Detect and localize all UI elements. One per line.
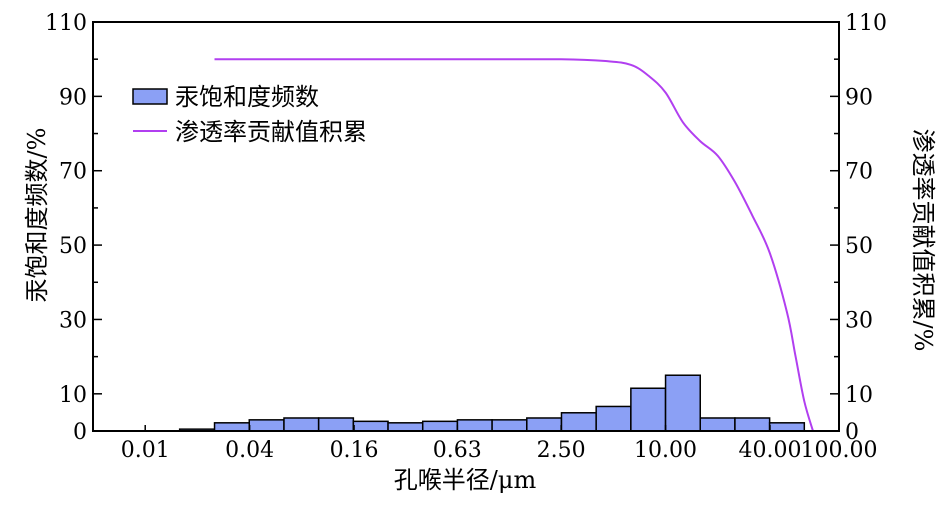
- legend-swatch-bar: [132, 88, 168, 105]
- y-tick-label: 10: [59, 383, 87, 408]
- bar-13: [595, 405, 632, 432]
- legend: 汞饱和度频数 渗透率贡献值积累: [132, 83, 367, 146]
- bar-18: [768, 422, 806, 432]
- x-tick-label: 0.63: [433, 438, 482, 463]
- y-tick-label: 90: [59, 85, 87, 110]
- y-tick-label: 50: [59, 234, 87, 259]
- bar-4: [283, 417, 320, 432]
- histogram-bars: [178, 374, 806, 432]
- bar-15: [664, 374, 701, 432]
- bar-14: [630, 387, 667, 432]
- y-tick-label: 110: [45, 11, 87, 36]
- x-tick-labels: 0.01 0.04 0.16 0.63 2.50 10.00 40.00 100.00: [121, 438, 878, 463]
- x-tick-label: 0.01: [121, 438, 170, 463]
- bar-5: [317, 417, 355, 432]
- y2-tick-label: 10: [845, 383, 873, 408]
- y-tick-label: 0: [73, 420, 87, 445]
- y-tick-label: 30: [59, 308, 87, 333]
- x-tick-label: 40.00: [738, 438, 801, 463]
- x-axis-title: 孔喉半径/μm: [394, 466, 537, 494]
- axis-ticks: [93, 21, 840, 432]
- y-tick-labels: 0 10 30 50 70 90 110: [45, 11, 87, 445]
- y2-axis-title: 渗透率贡献值积累/%: [909, 129, 937, 352]
- x-tick-label: 0.16: [330, 438, 379, 463]
- bar-3: [248, 419, 285, 432]
- y2-tick-label: 30: [845, 308, 873, 333]
- x-tick-label: 2.50: [537, 438, 586, 463]
- x-tick-label: 0.04: [225, 438, 274, 463]
- x-tick-label: 10.00: [634, 438, 697, 463]
- y-tick-label: 70: [59, 160, 87, 185]
- y2-tick-label: 110: [845, 11, 887, 36]
- bar-16: [699, 417, 736, 432]
- bar-11: [526, 417, 563, 432]
- y2-tick-label: 50: [845, 234, 873, 259]
- plot-frame: [92, 21, 840, 432]
- x-tick-label: 100.00: [801, 438, 878, 463]
- bar-7: [387, 422, 424, 432]
- bar-12: [560, 412, 597, 432]
- y2-tick-label: 90: [845, 85, 873, 110]
- y2-tick-labels: 0 10 30 50 70 90 110: [845, 11, 887, 445]
- bar-2: [213, 422, 251, 432]
- bar-8: [421, 420, 459, 432]
- y-axis-title: 汞饱和度频数/%: [23, 128, 51, 303]
- bar-10: [491, 419, 528, 432]
- y2-tick-label: 0: [845, 420, 859, 445]
- legend-label-line: 渗透率贡献值积累: [175, 118, 367, 146]
- legend-label-bar: 汞饱和度频数: [175, 83, 319, 111]
- series-line-permeability-cumulative: [214, 58, 814, 432]
- bar-6: [352, 420, 389, 432]
- y2-tick-label: 70: [845, 160, 873, 185]
- bar-17: [734, 417, 771, 432]
- bar-9: [456, 419, 493, 432]
